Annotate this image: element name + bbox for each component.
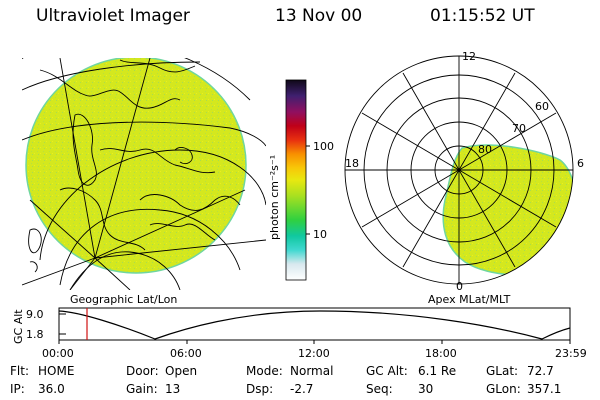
info-dsp-key: Dsp: — [246, 382, 273, 396]
polar-emission-region — [442, 144, 573, 276]
info-dsp-value: -2.7 — [290, 382, 313, 396]
mlt-label-12: 12 — [462, 50, 476, 63]
mlat-label-60: 60 — [535, 100, 549, 113]
mlt-label-0: 0 — [456, 280, 463, 293]
info-mode-key: Mode: — [246, 364, 283, 378]
colorbar-tick-10: 10 — [313, 228, 327, 241]
info-gain-value: 13 — [165, 382, 180, 396]
mlt-label-18: 18 — [345, 157, 359, 170]
altitude-xtick-0600: 06:00 — [170, 347, 202, 360]
geographic-map-panel — [22, 58, 266, 290]
altitude-ytick-max: 9.0 — [26, 308, 44, 321]
mlat-label-80: 80 — [478, 143, 492, 156]
geo-grid — [22, 58, 266, 290]
info-ip-key: IP: — [10, 382, 25, 396]
info-glat-value: 72.7 — [527, 364, 554, 378]
info-gain-key: Gain: — [126, 382, 158, 396]
polar-grid — [344, 55, 574, 285]
info-door-key: Door: — [126, 364, 159, 378]
info-mode-value: Normal — [290, 364, 333, 378]
app-title: Ultraviolet Imager — [36, 6, 190, 26]
altitude-ylabel: GC Alt — [12, 309, 25, 344]
mlat-label-70: 70 — [512, 122, 526, 135]
geo-panel-label: Geographic Lat/Lon — [70, 293, 177, 306]
status-info: Flt: HOME Door: Open Mode: Normal GC Alt… — [10, 364, 561, 396]
info-door-value: Open — [165, 364, 197, 378]
info-gcalt-value: 6.1 Re — [418, 364, 456, 378]
polar-panel-label: Apex MLat/MLT — [428, 293, 511, 306]
info-ip-value: 36.0 — [38, 382, 65, 396]
info-flt-value: HOME — [38, 364, 74, 378]
info-flt-key: Flt: — [10, 364, 29, 378]
observation-date: 13 Nov 00 — [275, 6, 363, 26]
geo-emission-region — [25, 58, 247, 274]
info-seq-key: Seq: — [366, 382, 393, 396]
mlt-label-6: 6 — [577, 157, 584, 170]
color-bar: 100 10 photon cm⁻²s⁻¹ — [268, 79, 334, 281]
info-glon-key: GLon: — [486, 382, 521, 396]
altitude-xtick-1800: 18:00 — [425, 347, 457, 360]
altitude-plot: GC Alt 9.0 1.8 00:00 06:00 12:00 18:00 2… — [12, 307, 587, 360]
colorbar-tick-100: 100 — [313, 140, 334, 153]
altitude-xtick-2359: 23:59 — [555, 347, 587, 360]
polar-plot-panel: 12 18 6 0 60 70 80 — [344, 50, 584, 293]
info-gcalt-key: GC Alt: — [366, 364, 408, 378]
altitude-xtick-0000: 00:00 — [42, 347, 74, 360]
altitude-curve — [58, 310, 571, 340]
info-seq-value: 30 — [418, 382, 433, 396]
info-glon-value: 357.1 — [527, 382, 561, 396]
altitude-ytick-min: 1.8 — [26, 328, 44, 341]
info-glat-key: GLat: — [486, 364, 518, 378]
altitude-xtick-1200: 12:00 — [298, 347, 330, 360]
colorbar-unit-label: photon cm⁻²s⁻¹ — [268, 155, 281, 240]
observation-time: 01:15:52 UT — [430, 6, 535, 26]
